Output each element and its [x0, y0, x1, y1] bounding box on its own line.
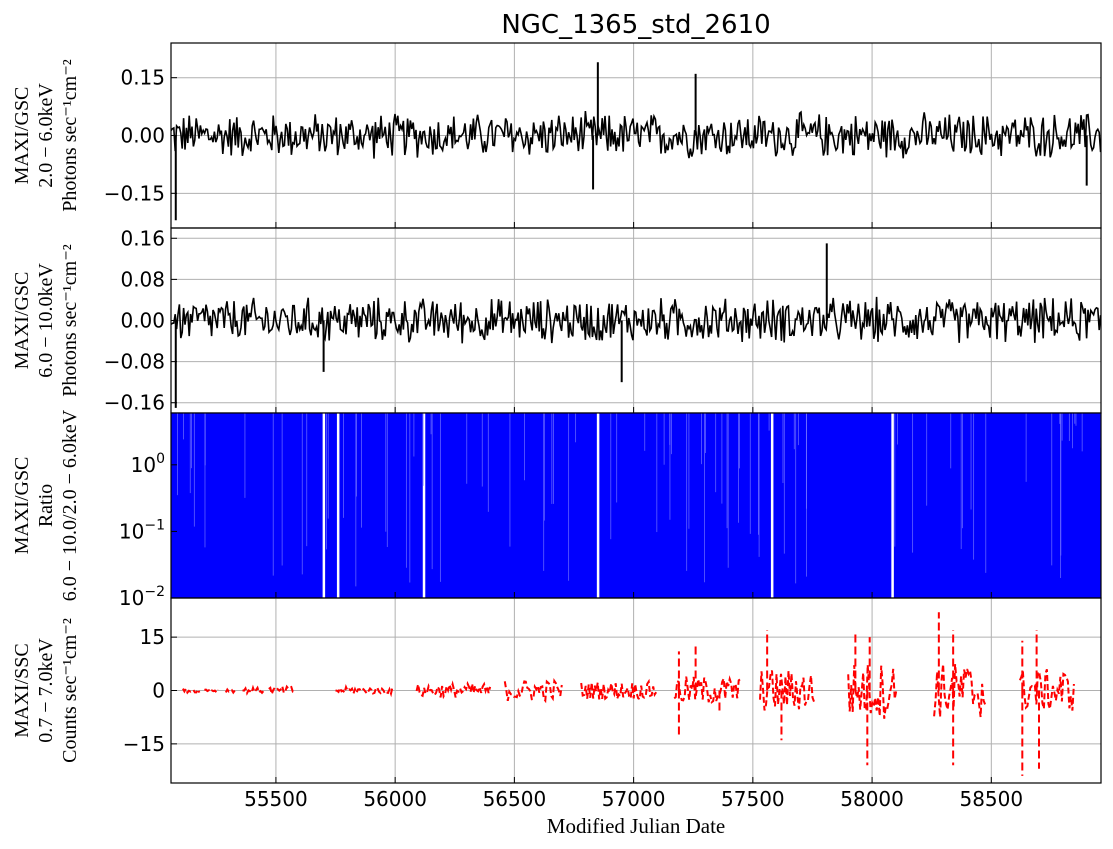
x-tick-label: 56000: [363, 787, 427, 811]
x-tick-label: 55500: [244, 787, 308, 811]
y-axis-label-line: MAXI/GSC: [11, 457, 33, 555]
ssc-segment: [673, 674, 741, 704]
x-axis: 55500 56000 56500 57000 57500 58000 58500: [244, 787, 1023, 811]
ssc-segment: [182, 686, 201, 695]
y-axis-label-line: MAXI/GSC: [11, 87, 33, 185]
ssc-segment: [268, 683, 295, 698]
x-tick-label: 58500: [959, 787, 1023, 811]
ratio-gap: [336, 413, 340, 598]
ssc-segment: [242, 684, 265, 696]
y-tick-exponent: −1: [144, 517, 165, 533]
plot-area: [171, 413, 1101, 598]
y-tick-label: 0.16: [120, 226, 165, 250]
ssc-segment: [335, 683, 394, 698]
ssc-segment: [503, 678, 563, 704]
y-tick-label: −0.16: [104, 391, 165, 415]
ssc-segment: [415, 680, 492, 700]
y-axis-label-line: 6.0 − 10.0/2.0 − 6.0keV: [59, 409, 81, 601]
y-tick-label: −0.15: [104, 181, 165, 205]
y-tick-label: 0.00: [120, 309, 165, 333]
panel-ssc: 15 0 −15 MAXI/SSC 0.7 − 7.0keV Counts sec⁻¹cm…: [11, 597, 1102, 784]
y-tick-label: 0.08: [120, 267, 165, 291]
ssc-segment: [580, 678, 658, 701]
y-tick-exponent: −2: [144, 584, 165, 600]
y-tick-exponent: 0: [156, 451, 165, 467]
x-axis-label: Modified Julian Date: [547, 814, 725, 838]
y-tick-label: 10−1: [119, 517, 165, 543]
y-axis-label-line: MAXI/SSC: [11, 643, 33, 737]
y-tick-label: 0.00: [120, 124, 165, 148]
y-tick-label: 10−2: [119, 584, 165, 610]
y-axis-label-line: Photons sec⁻¹cm⁻²: [59, 244, 81, 397]
y-axis-label-line: 0.7 − 7.0keV: [35, 638, 57, 743]
ratio-gap: [596, 413, 600, 598]
y-tick-label: 0: [152, 679, 165, 703]
panel-gsc_high: 0.16 0.08 0.00 −0.08 −0.16 MAXI/GSC 6.0 − 10.0…: [11, 226, 1102, 415]
y-tick-label: 15: [140, 625, 165, 649]
x-tick-label: 57500: [721, 787, 785, 811]
ssc-segment: [847, 664, 899, 719]
y-axis-label-line: Ratio: [35, 484, 57, 527]
y-axis-label-line: MAXI/GSC: [11, 272, 33, 370]
ssc-segment: [224, 687, 236, 695]
chart-title: NGC_1365_std_2610: [501, 10, 770, 40]
ratio-gap: [891, 413, 894, 598]
x-tick-label: 56500: [483, 787, 547, 811]
ssc-segment: [759, 670, 815, 711]
y-axis-label-line: 2.0 − 6.0keV: [35, 83, 57, 188]
plot-area: [171, 243, 1101, 408]
y-tick-label: −15: [123, 732, 165, 756]
x-tick-label: 57000: [602, 787, 666, 811]
series-line: [171, 110, 1101, 159]
y-tick-label: −0.08: [104, 350, 165, 374]
y-axis-label-line: 6.0 − 10.0keV: [35, 263, 57, 378]
ssc-segment: [1018, 668, 1075, 711]
ssc-segment: [204, 688, 219, 694]
series-line: [171, 296, 1101, 344]
ssc-segment: [933, 664, 987, 718]
panel-gsc_low: 0.15 0.00 −0.15 MAXI/GSC 2.0 − 6.0keV Photons…: [11, 42, 1102, 229]
y-axis-label-line: Counts sec⁻¹cm⁻²: [59, 618, 81, 763]
ratio-gap: [422, 413, 426, 598]
plot-area: [182, 612, 1075, 776]
ratio-gap: [322, 413, 326, 598]
panel-ratio: 100 10−1 10−2 MAXI/GSC Ratio 6.0 − 10.0/2.0 −…: [11, 409, 1102, 610]
y-tick-label: 100: [131, 451, 165, 477]
ratio-fill: [171, 413, 1101, 598]
ratio-gap: [770, 413, 774, 598]
y-axis-label-line: Photons sec⁻¹cm⁻²: [59, 59, 81, 212]
plot-area: [171, 62, 1101, 221]
x-tick-label: 58000: [840, 787, 904, 811]
y-tick-label: 0.15: [120, 66, 165, 90]
